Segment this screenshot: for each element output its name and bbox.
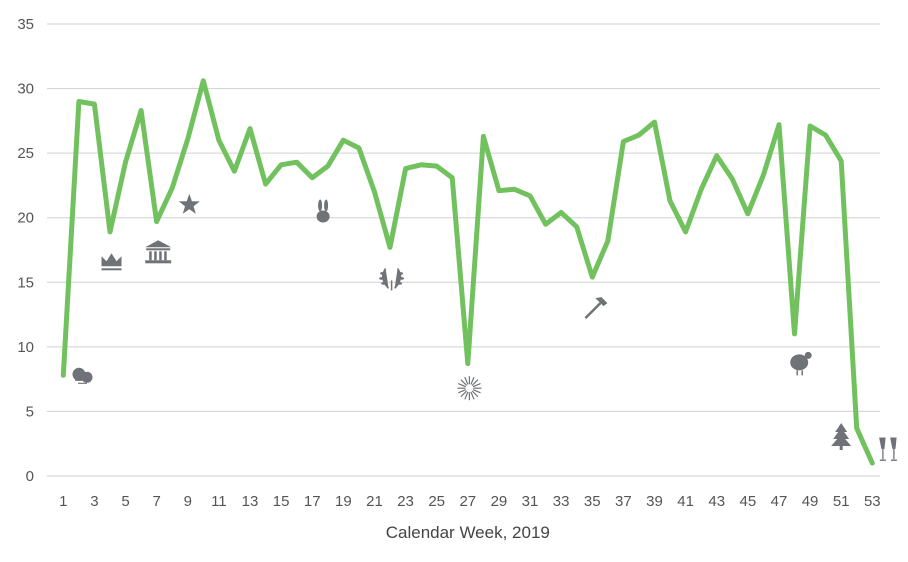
hammer-icon xyxy=(584,297,608,319)
x-tick-label: 19 xyxy=(335,493,352,510)
x-tick-label: 25 xyxy=(428,493,445,510)
x-axis-label: Calendar Week, 2019 xyxy=(386,523,550,542)
x-tick-label: 39 xyxy=(646,493,663,510)
x-tick-label: 13 xyxy=(242,493,259,510)
y-tick-label: 20 xyxy=(17,210,34,227)
y-tick-label: 30 xyxy=(17,81,34,98)
holiday-icons xyxy=(72,193,897,461)
grid-lines xyxy=(47,23,880,477)
x-tick-label: 51 xyxy=(833,493,850,510)
x-axis-ticks: 1 3 5 7 9 11 13 15 17 19 21 23 25 27 29 31 33 35 37 39 41 43 4… xyxy=(59,493,881,510)
x-tick-label: 21 xyxy=(366,493,383,510)
rabbit-icon xyxy=(316,199,330,223)
y-tick-label: 5 xyxy=(26,403,34,420)
laurel-wreath-icon xyxy=(379,267,405,291)
x-tick-label: 43 xyxy=(708,493,725,510)
y-tick-label: 35 xyxy=(17,16,34,33)
x-tick-label: 1 xyxy=(59,493,67,510)
x-tick-label: 49 xyxy=(802,493,819,510)
y-tick-label: 15 xyxy=(17,274,34,291)
new-year-icon xyxy=(72,367,93,384)
x-tick-label: 45 xyxy=(739,493,756,510)
champagne-glasses-icon xyxy=(879,437,897,461)
x-tick-label: 17 xyxy=(304,493,321,510)
series-line-0 xyxy=(60,78,875,466)
star-icon xyxy=(178,193,200,214)
y-tick-label: 25 xyxy=(17,145,34,162)
x-tick-label: 3 xyxy=(90,493,98,510)
turkey-icon xyxy=(790,351,812,376)
y-tick-label: 0 xyxy=(26,468,34,485)
y-axis-ticks: 0 5 10 15 20 25 30 35 xyxy=(17,16,34,485)
x-tick-label: 11 xyxy=(211,493,227,510)
christmas-tree-icon xyxy=(831,423,852,450)
series-layer xyxy=(60,78,875,466)
x-tick-label: 53 xyxy=(864,493,881,510)
x-tick-label: 47 xyxy=(771,493,788,510)
x-tick-label: 37 xyxy=(615,493,632,510)
fireworks-icon xyxy=(457,376,482,401)
x-tick-label: 5 xyxy=(121,493,129,510)
x-tick-label: 7 xyxy=(152,493,160,510)
x-tick-label: 31 xyxy=(522,493,539,510)
crown-icon xyxy=(101,253,122,271)
x-tick-label: 15 xyxy=(273,493,290,510)
x-tick-label: 29 xyxy=(491,493,508,510)
capitol-icon xyxy=(145,240,172,264)
y-tick-label: 10 xyxy=(17,339,34,356)
x-tick-label: 33 xyxy=(553,493,570,510)
x-tick-label: 27 xyxy=(459,493,476,510)
x-tick-label: 23 xyxy=(397,493,414,510)
x-tick-label: 41 xyxy=(677,493,694,510)
x-tick-label: 9 xyxy=(184,493,192,510)
x-tick-label: 35 xyxy=(584,493,601,510)
